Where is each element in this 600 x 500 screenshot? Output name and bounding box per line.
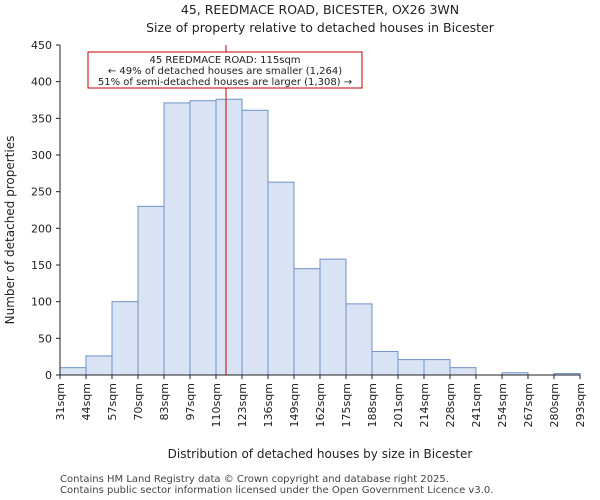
y-tick-label: 250: [31, 186, 52, 199]
histogram-bar: [137, 205, 165, 376]
y-tick-label: 150: [31, 259, 52, 272]
y-tick-label: 200: [31, 222, 52, 235]
y-tick-label: 400: [31, 76, 52, 89]
histogram-bar: [319, 258, 347, 376]
x-axis-label: Distribution of detached houses by size …: [168, 447, 473, 461]
x-tick-label: 83sqm: [158, 383, 171, 420]
histogram-bar: [189, 100, 217, 376]
x-tick-label: 267sqm: [522, 383, 535, 427]
y-tick-label: 50: [38, 332, 52, 345]
histogram-chart: 45, REEDMACE ROAD, BICESTER, OX26 3WN Si…: [3, 2, 587, 461]
annotation-line-3: 51% of semi-detached houses are larger (…: [98, 77, 352, 88]
histogram-bar: [241, 109, 269, 376]
x-tick-label: 110sqm: [210, 383, 223, 427]
histogram-bar: [449, 367, 477, 376]
x-tick-label: 214sqm: [418, 383, 431, 427]
histogram-bar: [85, 355, 113, 376]
histogram-bar: [59, 367, 87, 376]
x-tick-label: 293sqm: [574, 383, 587, 427]
histogram-bar: [371, 351, 399, 376]
x-tick-label: 57sqm: [106, 383, 119, 420]
annotation-line-1: 45 REEDMACE ROAD: 115sqm: [149, 55, 300, 66]
footer-line-2: Contains public sector information licen…: [60, 485, 494, 496]
y-axis-label: Number of detached properties: [3, 136, 17, 325]
x-tick-label: 175sqm: [340, 383, 353, 427]
chart-subtitle: Size of property relative to detached ho…: [146, 20, 495, 35]
x-tick-label: 241sqm: [470, 383, 483, 427]
x-tick-label: 254sqm: [496, 383, 509, 427]
x-tick-label: 44sqm: [80, 383, 93, 420]
x-tick-label: 70sqm: [132, 383, 145, 420]
histogram-bar: [293, 268, 321, 376]
x-tick-label: 162sqm: [314, 383, 327, 427]
x-tick-label: 149sqm: [288, 383, 301, 427]
x-tick-label: 188sqm: [366, 383, 379, 427]
annotation-line-2: ← 49% of detached houses are smaller (1,…: [108, 66, 342, 77]
x-tick-label: 228sqm: [444, 383, 457, 427]
y-tick-label: 100: [31, 296, 52, 309]
footer-line-1: Contains HM Land Registry data © Crown c…: [60, 474, 449, 485]
histogram-bar: [215, 98, 243, 376]
histogram-bar: [397, 359, 425, 376]
x-tick-label: 201sqm: [392, 383, 405, 427]
y-tick-label: 300: [31, 149, 52, 162]
x-tick-label: 136sqm: [262, 383, 275, 427]
histogram-bar: [267, 181, 295, 376]
x-tick-label: 123sqm: [236, 383, 249, 427]
x-tick-label: 31sqm: [54, 383, 67, 420]
histogram-bar: [111, 301, 139, 376]
histogram-bar: [423, 359, 451, 376]
plot-area: 0 50 100 150 200 250 300 350 400 450 31sqm 44sqm 57s…: [31, 39, 587, 427]
footer-attribution: Contains HM Land Registry data © Crown c…: [60, 474, 493, 496]
histogram-bar: [163, 102, 191, 376]
y-tick-label: 450: [31, 39, 52, 52]
x-tick-label: 97sqm: [184, 383, 197, 420]
annotation-box: [87, 51, 363, 89]
x-tick-label: 280sqm: [548, 383, 561, 427]
y-tick-label: 0: [45, 369, 52, 382]
chart-title: 45, REEDMACE ROAD, BICESTER, OX26 3WN: [181, 2, 459, 17]
y-tick-label: 350: [31, 112, 52, 125]
histogram-bar: [345, 303, 373, 376]
